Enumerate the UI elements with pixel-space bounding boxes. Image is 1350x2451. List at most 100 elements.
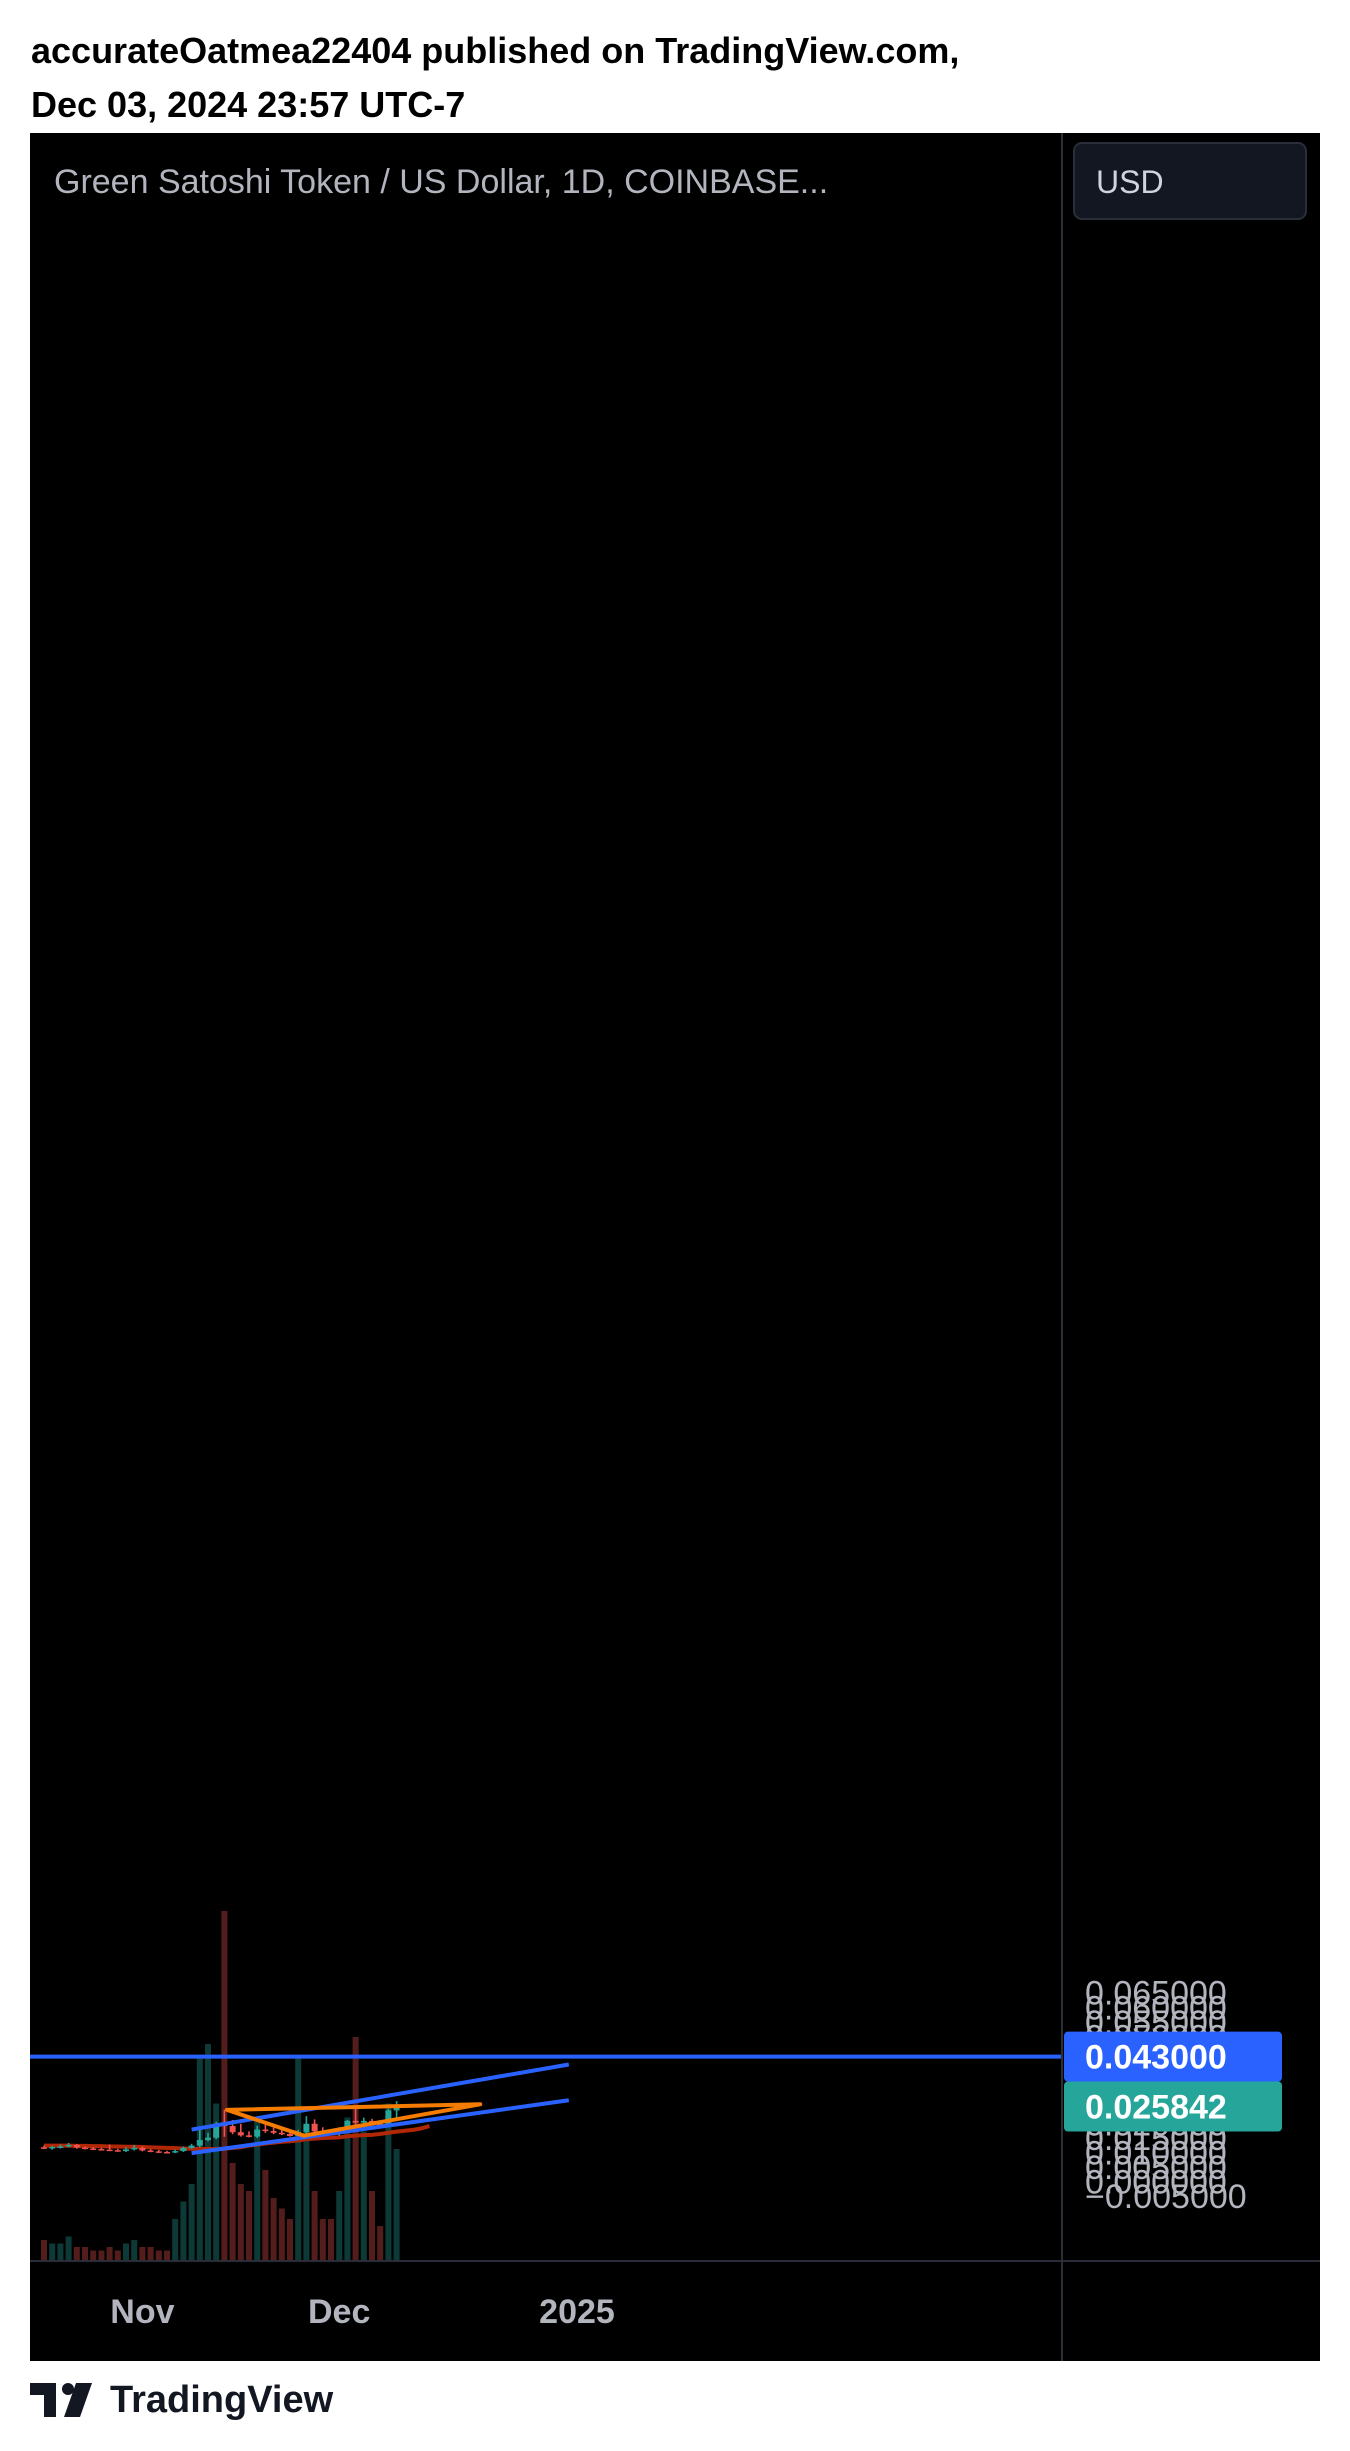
candle-body [213, 2123, 220, 2138]
price-tick-label: 0.010000 [1085, 2135, 1227, 2173]
candle-body [123, 2149, 129, 2152]
volume-bar [221, 1911, 228, 2261]
candle-body [254, 2129, 261, 2137]
candle [147, 2149, 154, 2153]
price-label-text: 0.025842 [1085, 2089, 1227, 2127]
volume-bar [188, 2184, 195, 2261]
candle [139, 2146, 146, 2152]
volume-bar [360, 2131, 367, 2261]
price-label-bg [1064, 2031, 1282, 2082]
triangle-pattern[interactable] [224, 2102, 483, 2138]
candle [57, 2144, 64, 2149]
volume-layer [41, 1911, 400, 2261]
price-label: 0.043000 [1064, 2031, 1282, 2082]
volume-bar [164, 2250, 170, 2261]
candle [303, 2116, 310, 2134]
candle [82, 2146, 88, 2150]
candle [131, 2144, 138, 2151]
volume-bar [311, 2191, 318, 2261]
volume-bar [123, 2243, 129, 2261]
currency-button[interactable]: USD [1073, 142, 1307, 220]
volume-bar [155, 2250, 162, 2261]
candle-body [164, 2151, 170, 2154]
volume-bar [114, 2250, 121, 2261]
candle [164, 2150, 170, 2154]
volume-bar [139, 2247, 146, 2261]
candle-body [41, 2147, 47, 2149]
volume-bar [278, 2208, 285, 2261]
time-tick-label: 2025 [539, 2293, 615, 2331]
candle [246, 2131, 252, 2138]
candle [180, 2146, 187, 2152]
price-tick-label: 0.005000 [1085, 2149, 1227, 2187]
candle-body [114, 2150, 121, 2152]
volume-bar [295, 2058, 302, 2261]
volume-bar [352, 2037, 359, 2261]
tradingview-brand-text: TradingView [110, 2378, 334, 2421]
candle [393, 2101, 400, 2118]
candle-body [237, 2132, 244, 2136]
currency-button-label[interactable]: USD [1096, 164, 1164, 200]
tradingview-logo[interactable]: TradingView [30, 2370, 333, 2430]
trend-line[interactable] [191, 2062, 570, 2132]
price-label: 0.025842 [1064, 2081, 1282, 2132]
volume-bar [49, 2243, 56, 2261]
volume-bar [385, 2103, 392, 2261]
candle [352, 2106, 359, 2126]
price-tick-label: 0.060000 [1085, 1989, 1227, 2027]
trend-line[interactable] [191, 2098, 570, 2156]
time-tick-label: Nov [110, 2293, 174, 2331]
candle [49, 2145, 56, 2150]
volume-bar [106, 2247, 113, 2261]
publish-header: accurateOatmea22404 published on Trading… [31, 24, 1311, 132]
volume-bar [237, 2184, 244, 2261]
candle-body [196, 2140, 203, 2146]
candle-body [278, 2132, 285, 2135]
volume-bar [319, 2219, 326, 2261]
candle [254, 2125, 261, 2139]
volume-bar [147, 2247, 154, 2261]
volume-bar [344, 2117, 351, 2261]
chart-frame[interactable]: −0.005000 0.000000 0.005000 0.010000 0.01500… [30, 133, 1320, 2361]
volume-bar [41, 2240, 47, 2261]
volume-bar [377, 2226, 384, 2261]
volume-bar [303, 2128, 310, 2261]
volume-bar [90, 2250, 97, 2261]
price-tick-label: −0.005000 [1085, 2178, 1247, 2216]
price-label-text: 0.043000 [1085, 2039, 1227, 2077]
candle [311, 2119, 318, 2134]
volume-bar [262, 2170, 269, 2261]
price-label-bg [1064, 2081, 1282, 2132]
candle-body [360, 2120, 367, 2123]
candle [114, 2148, 121, 2152]
volume-bar [213, 2103, 220, 2261]
candle [65, 2142, 72, 2148]
candlestick-chart[interactable]: −0.0050000.0000000.0050000.0100000.01500… [30, 133, 1320, 2361]
currency-button-bg[interactable] [1073, 142, 1307, 220]
time-axis: Nov Dec 2025 [110, 2293, 615, 2331]
candle-body [385, 2110, 392, 2125]
candle [270, 2127, 277, 2135]
volume-bar [65, 2236, 72, 2261]
candle-body [49, 2147, 56, 2149]
volume-bar [229, 2163, 236, 2261]
volume-bar [254, 2117, 261, 2261]
volume-bar [180, 2201, 187, 2261]
candle-body [262, 2129, 269, 2132]
candle-body [139, 2147, 146, 2151]
volume-bar [131, 2240, 138, 2261]
candle [41, 2145, 47, 2150]
price-tick-label: 0.000000 [1085, 2164, 1227, 2202]
candle [172, 2149, 179, 2154]
candle-body [377, 2123, 384, 2126]
candle [155, 2149, 162, 2153]
volume-bar [82, 2247, 88, 2261]
candle-body [106, 2149, 113, 2152]
candle [106, 2144, 113, 2152]
candle-body [205, 2137, 211, 2141]
candle-body [287, 2133, 293, 2136]
volume-bar [369, 2191, 375, 2261]
price-labels: 0.043000 0.025842 [1064, 2031, 1282, 2132]
volume-bar [393, 2149, 400, 2261]
publish-author-line: accurateOatmea22404 published on Trading… [31, 30, 960, 71]
